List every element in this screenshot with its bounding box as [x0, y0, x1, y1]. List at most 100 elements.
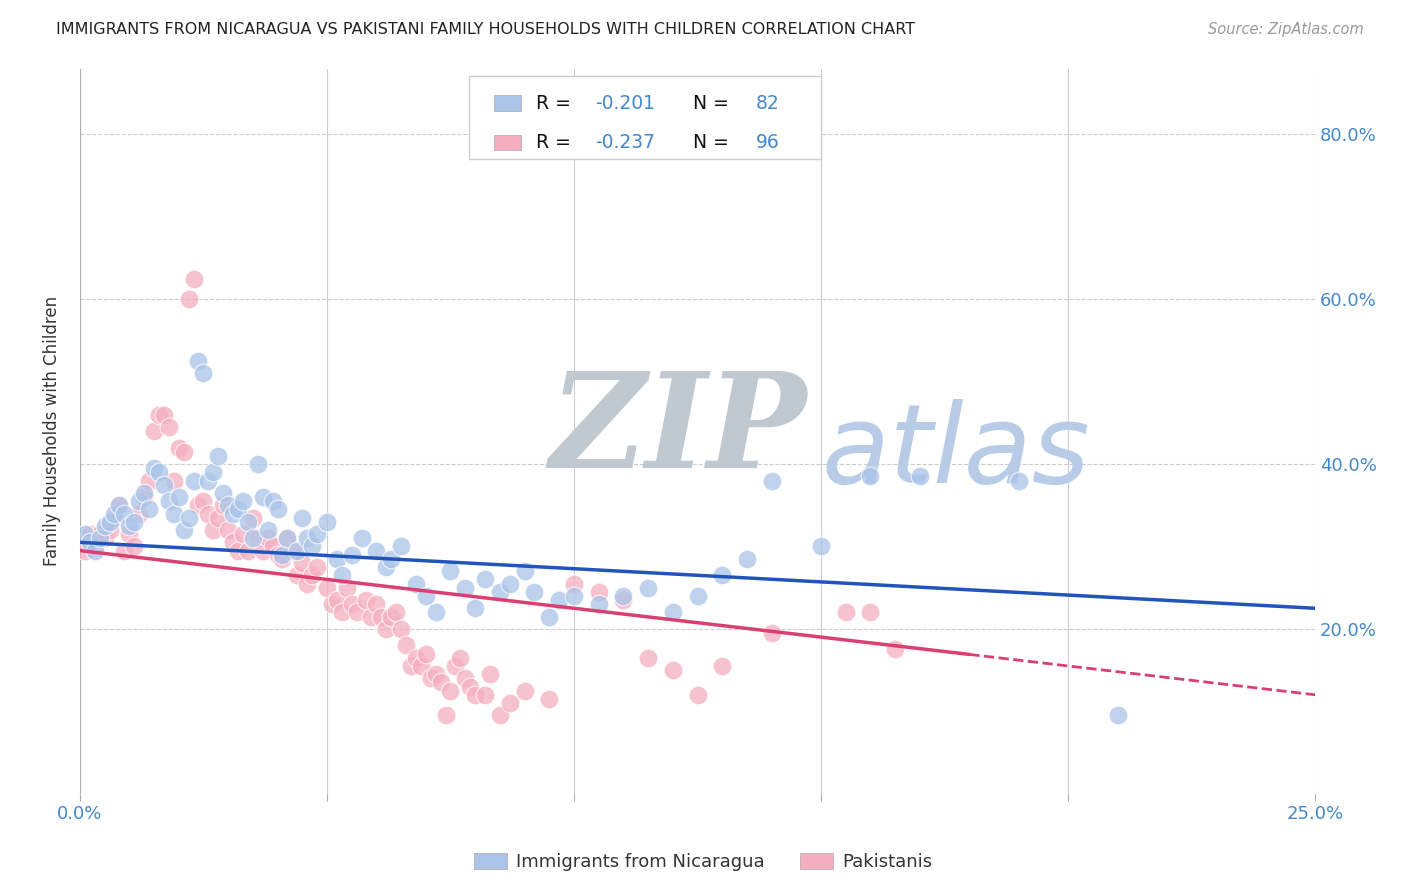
Text: 82: 82 — [755, 94, 779, 112]
Point — [207, 449, 229, 463]
Point — [588, 597, 610, 611]
Point — [489, 708, 512, 723]
Point — [489, 584, 512, 599]
Point — [183, 474, 205, 488]
Point — [217, 523, 239, 537]
Point — [212, 486, 235, 500]
Point — [389, 540, 412, 554]
Point — [79, 535, 101, 549]
Point — [662, 663, 685, 677]
Point — [93, 519, 115, 533]
Point — [454, 671, 477, 685]
Point — [458, 680, 481, 694]
Point — [1008, 474, 1031, 488]
Point — [83, 543, 105, 558]
Text: N =: N = — [682, 133, 735, 152]
Point — [222, 507, 245, 521]
Text: Source: ZipAtlas.com: Source: ZipAtlas.com — [1208, 22, 1364, 37]
Point — [761, 626, 783, 640]
Point — [370, 609, 392, 624]
Point — [73, 543, 96, 558]
Point — [281, 543, 304, 558]
Point — [449, 650, 471, 665]
Point — [128, 494, 150, 508]
Point — [346, 606, 368, 620]
Point — [118, 527, 141, 541]
Point — [202, 523, 225, 537]
Point — [236, 515, 259, 529]
Point — [301, 568, 323, 582]
Point — [321, 597, 343, 611]
Point — [859, 606, 882, 620]
Point — [434, 708, 457, 723]
Point — [236, 543, 259, 558]
Point — [132, 486, 155, 500]
Text: 96: 96 — [755, 133, 779, 152]
Point — [193, 367, 215, 381]
Point — [271, 548, 294, 562]
Point — [513, 683, 536, 698]
Point — [256, 531, 278, 545]
Point — [193, 494, 215, 508]
Point — [307, 527, 329, 541]
Point — [409, 659, 432, 673]
Text: N =: N = — [682, 94, 735, 112]
Point — [711, 659, 734, 673]
Text: atlas: atlas — [821, 400, 1090, 507]
Point — [252, 543, 274, 558]
Point — [761, 474, 783, 488]
FancyBboxPatch shape — [494, 95, 520, 112]
Point — [183, 271, 205, 285]
Point — [112, 543, 135, 558]
Point — [122, 515, 145, 529]
Y-axis label: Family Households with Children: Family Households with Children — [44, 296, 60, 566]
Point — [295, 531, 318, 545]
Point — [132, 490, 155, 504]
Point — [197, 474, 219, 488]
Point — [538, 692, 561, 706]
Point — [735, 551, 758, 566]
Point — [326, 551, 349, 566]
Point — [562, 576, 585, 591]
Point — [207, 510, 229, 524]
Point — [73, 527, 96, 541]
Point — [835, 606, 858, 620]
Point — [340, 597, 363, 611]
Point — [285, 568, 308, 582]
Point — [295, 576, 318, 591]
Point — [83, 540, 105, 554]
Point — [93, 531, 115, 545]
Point — [103, 510, 125, 524]
Point — [389, 622, 412, 636]
Point — [366, 543, 388, 558]
Point — [103, 507, 125, 521]
Point — [562, 589, 585, 603]
Point — [143, 461, 166, 475]
Point — [538, 609, 561, 624]
Point — [464, 601, 486, 615]
Point — [415, 647, 437, 661]
Point — [375, 622, 398, 636]
Point — [464, 688, 486, 702]
Point — [301, 540, 323, 554]
Point — [167, 441, 190, 455]
Point — [439, 564, 461, 578]
Point — [405, 576, 427, 591]
Point — [242, 531, 264, 545]
Point — [291, 556, 314, 570]
Point — [444, 659, 467, 673]
Point — [232, 494, 254, 508]
Point — [148, 408, 170, 422]
Point — [262, 494, 284, 508]
Point — [173, 444, 195, 458]
Point — [375, 560, 398, 574]
Point — [405, 650, 427, 665]
Point — [187, 354, 209, 368]
Point — [128, 507, 150, 521]
Point — [226, 502, 249, 516]
Point — [167, 490, 190, 504]
Point — [285, 543, 308, 558]
Point — [548, 593, 571, 607]
Point — [429, 675, 451, 690]
Point — [637, 650, 659, 665]
